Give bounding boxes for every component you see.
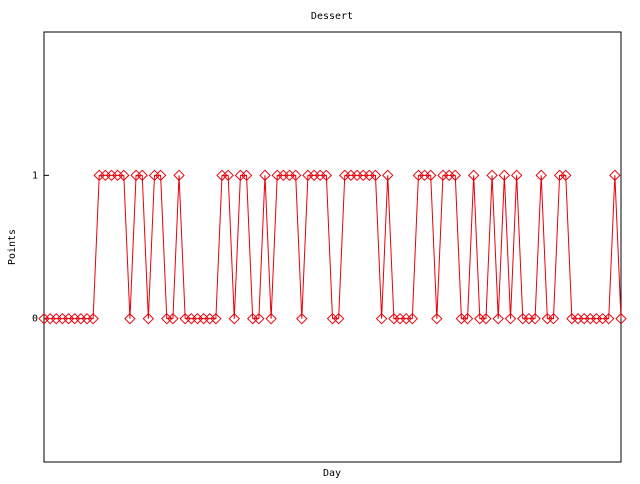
marker [529, 312, 541, 325]
marker [425, 169, 437, 182]
marker [167, 312, 179, 325]
marker [118, 169, 130, 182]
data-line [44, 174, 622, 320]
marker [406, 312, 419, 325]
marker [603, 312, 615, 325]
marker [87, 312, 99, 325]
chart-title: Dessert [311, 11, 353, 22]
marker [560, 169, 572, 182]
marker [535, 169, 547, 182]
marker [296, 312, 308, 325]
marker [449, 169, 461, 182]
marker [615, 312, 627, 325]
marker [289, 169, 302, 182]
marker [498, 169, 511, 182]
y-axis-label: Points [7, 229, 18, 265]
marker [320, 169, 333, 182]
marker [504, 312, 517, 325]
marker [486, 169, 498, 182]
marker [259, 169, 271, 182]
marker [142, 312, 155, 325]
marker [136, 169, 148, 182]
marker [431, 312, 443, 325]
marker [265, 312, 277, 325]
marker [492, 312, 504, 325]
y-tick-label: 0 [32, 314, 38, 325]
plot-frame [43, 31, 622, 463]
marker [510, 169, 523, 182]
marker [547, 312, 560, 325]
marker [382, 169, 394, 182]
marker [609, 169, 621, 182]
marker [222, 169, 234, 182]
marker [124, 312, 136, 325]
marker [369, 169, 382, 182]
marker [480, 312, 492, 325]
marker [253, 312, 265, 325]
x-axis-label: Day [323, 468, 341, 479]
y-tick-label: 1 [32, 170, 38, 181]
marker [154, 169, 167, 182]
marker [332, 312, 345, 325]
marker [461, 312, 474, 325]
marker [210, 312, 222, 325]
marker [228, 312, 240, 325]
marker [173, 169, 185, 182]
marker [240, 169, 253, 182]
marker [375, 312, 388, 325]
marker [467, 169, 480, 182]
